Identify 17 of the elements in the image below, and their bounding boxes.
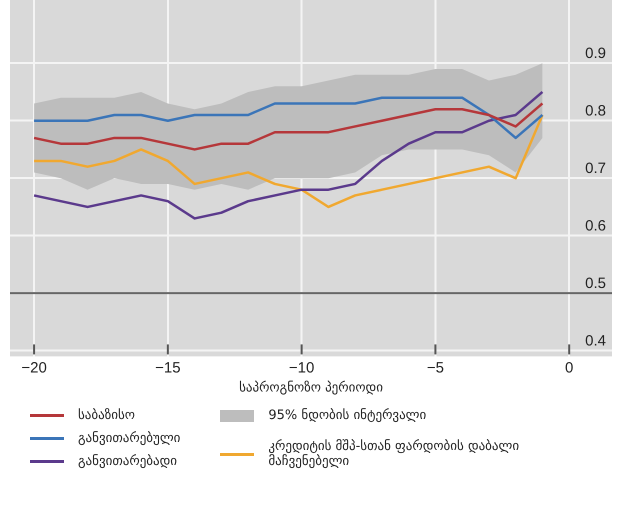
- legend-label: საბაზისო: [78, 408, 135, 423]
- y-tick-label: 0.5: [585, 274, 606, 292]
- legend-label: განვითარებული: [78, 431, 180, 446]
- x-axis-title: საპროგნოზო პერიოდი: [239, 380, 384, 396]
- x-tick-label: −10: [288, 360, 314, 377]
- legend-label: განვითარებადი: [78, 454, 177, 469]
- y-tick-label: 0.4: [585, 332, 606, 350]
- x-tick-label: −20: [21, 360, 47, 377]
- y-tick-label: 0.7: [585, 160, 606, 177]
- legend-label: კრედიტის მშპ-სთან ფარდობის დაბალი მაჩვენებელი: [268, 439, 520, 469]
- legend-label: 95% ნდობის ინტერვალი: [268, 408, 426, 423]
- y-tick-label: 0.9: [585, 44, 606, 62]
- y-tick-label: 0.8: [585, 102, 606, 120]
- y-tick-label: 0.6: [585, 217, 606, 234]
- x-tick-label: −5: [426, 360, 444, 377]
- x-tick-label: −15: [155, 360, 181, 377]
- x-tick-label: 0: [565, 360, 574, 377]
